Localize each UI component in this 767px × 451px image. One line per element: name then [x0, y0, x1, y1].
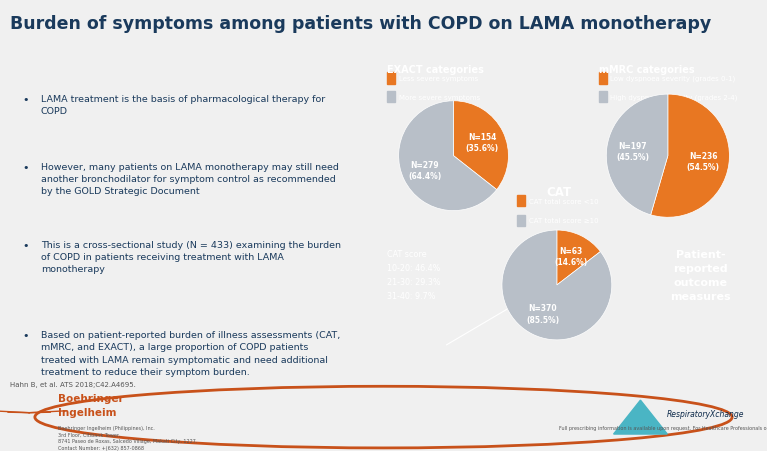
Text: N=370
(85.5%): N=370 (85.5%): [526, 304, 559, 324]
Text: Boehringer: Boehringer: [58, 393, 123, 403]
Text: However, many patients on LAMA monotherapy may still need
another bronchodilator: However, many patients on LAMA monothera…: [41, 163, 339, 196]
Wedge shape: [399, 101, 497, 211]
Text: •: •: [23, 331, 29, 341]
Bar: [599, 92, 607, 103]
Text: •: •: [23, 240, 29, 250]
Text: Based on patient-reported burden of illness assessments (CAT,
mMRC, and EXACT), : Based on patient-reported burden of illn…: [41, 331, 340, 376]
Bar: [387, 73, 395, 84]
Text: Boehringer Ingelheim (Philippines), Inc.
3rd Floor, Citibank Tower,
8741 Paseo d: Boehringer Ingelheim (Philippines), Inc.…: [58, 425, 197, 451]
Text: N=279
(64.4%): N=279 (64.4%): [408, 160, 442, 180]
Text: EXACT categories: EXACT categories: [387, 64, 483, 74]
Wedge shape: [557, 230, 601, 285]
Text: CAT total score <10: CAT total score <10: [529, 198, 598, 204]
Text: •: •: [23, 163, 29, 173]
Text: Ingelheim: Ingelheim: [58, 407, 116, 418]
Bar: [517, 215, 525, 226]
Text: N=236
(54.5%): N=236 (54.5%): [686, 152, 719, 171]
Text: Burden of symptoms among patients with COPD on LAMA monotherapy: Burden of symptoms among patients with C…: [10, 15, 711, 33]
Text: CAT score
10-20: 46.4%
21-30: 29.3%
31-40: 9.7%: CAT score 10-20: 46.4% 21-30: 29.3% 31-4…: [387, 250, 440, 300]
Text: RespiratoryXchange: RespiratoryXchange: [667, 410, 745, 418]
Bar: [517, 196, 525, 207]
Bar: [387, 92, 395, 103]
Bar: [599, 73, 607, 84]
Text: This is a cross-sectional study (N = 433) examining the burden
of COPD in patien: This is a cross-sectional study (N = 433…: [41, 240, 341, 273]
Text: High dyspnoea severity (grades 2-4): High dyspnoea severity (grades 2-4): [611, 94, 738, 101]
Text: N=63
(14.6%): N=63 (14.6%): [555, 247, 588, 267]
Text: •: •: [23, 95, 29, 105]
Wedge shape: [606, 95, 668, 215]
Text: N=197
(45.5%): N=197 (45.5%): [616, 141, 649, 161]
Text: LAMA treatment is the basis of pharmacological therapy for
COPD: LAMA treatment is the basis of pharmacol…: [41, 95, 325, 116]
Text: CAT: CAT: [546, 185, 571, 198]
Wedge shape: [502, 230, 612, 340]
Wedge shape: [650, 95, 729, 218]
Text: Patient-
reported
outcome
measures: Patient- reported outcome measures: [670, 250, 731, 302]
Text: Low dyspnoea severity (grades 0-1): Low dyspnoea severity (grades 0-1): [611, 76, 736, 82]
Text: mMRC categories: mMRC categories: [599, 64, 695, 74]
Text: Hahn B, et al. ATS 2018;C42.A4695.: Hahn B, et al. ATS 2018;C42.A4695.: [10, 381, 136, 387]
Text: Less severe symptoms: Less severe symptoms: [399, 76, 478, 82]
Text: Full prescribing information is available upon request. For Healthcare Professio: Full prescribing information is availabl…: [559, 425, 767, 430]
Text: CAT total score ≥10: CAT total score ≥10: [529, 218, 598, 224]
Polygon shape: [614, 400, 667, 434]
Wedge shape: [453, 101, 509, 190]
Text: More severe symptoms: More severe symptoms: [399, 95, 480, 101]
Text: N=154
(35.6%): N=154 (35.6%): [466, 133, 499, 152]
